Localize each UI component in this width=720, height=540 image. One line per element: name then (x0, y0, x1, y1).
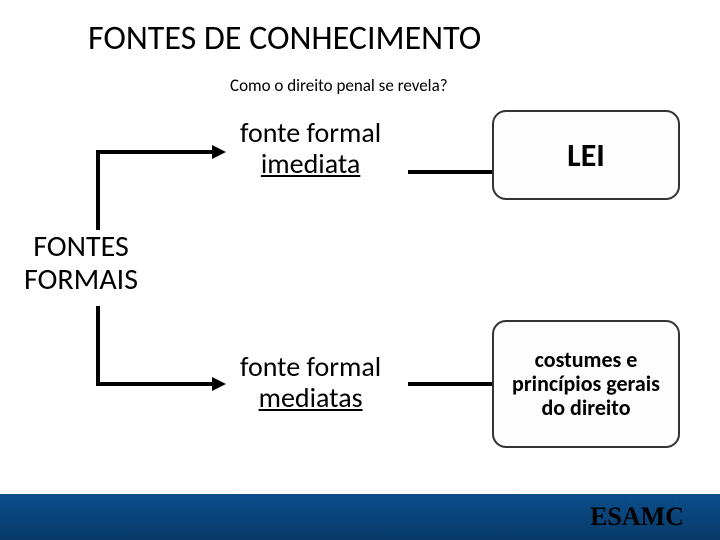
logo-name: ESAMC (586, 505, 684, 528)
box-costumes-text: costumes e princípios gerais do direito (500, 348, 672, 421)
root-node-label: FONTES FORMAIS (24, 230, 138, 296)
connector-segment (408, 382, 494, 386)
logo: FACULDADE ESAMC (586, 494, 684, 528)
branch-top-line1: fonte formal (240, 115, 381, 150)
connector-segment (408, 170, 494, 174)
connector-segment (96, 150, 100, 230)
box-costumes: costumes e princípios gerais do direito (492, 320, 680, 448)
branch-bot-label: fonte formal mediatas (240, 352, 381, 414)
branch-top-label: fonte formal imediata (240, 118, 381, 180)
page-title: FONTES DE CONHECIMENTO (88, 18, 481, 59)
branch-bot-line1: fonte formal (240, 349, 381, 384)
connector-segment (96, 382, 214, 386)
root-line2: FORMAIS (24, 261, 138, 298)
connector-segment (96, 150, 214, 154)
branch-bot-line2: mediatas (259, 380, 363, 415)
arrow-icon (212, 145, 226, 159)
page-subtitle: Como o direito penal se revela? (230, 75, 448, 96)
box-lei-text: LEI (567, 136, 605, 175)
branch-top-line2: imediata (261, 146, 360, 181)
box-lei: LEI (492, 110, 680, 200)
root-line1: FONTES (33, 228, 129, 265)
connector-segment (96, 306, 100, 386)
arrow-icon (212, 377, 226, 391)
